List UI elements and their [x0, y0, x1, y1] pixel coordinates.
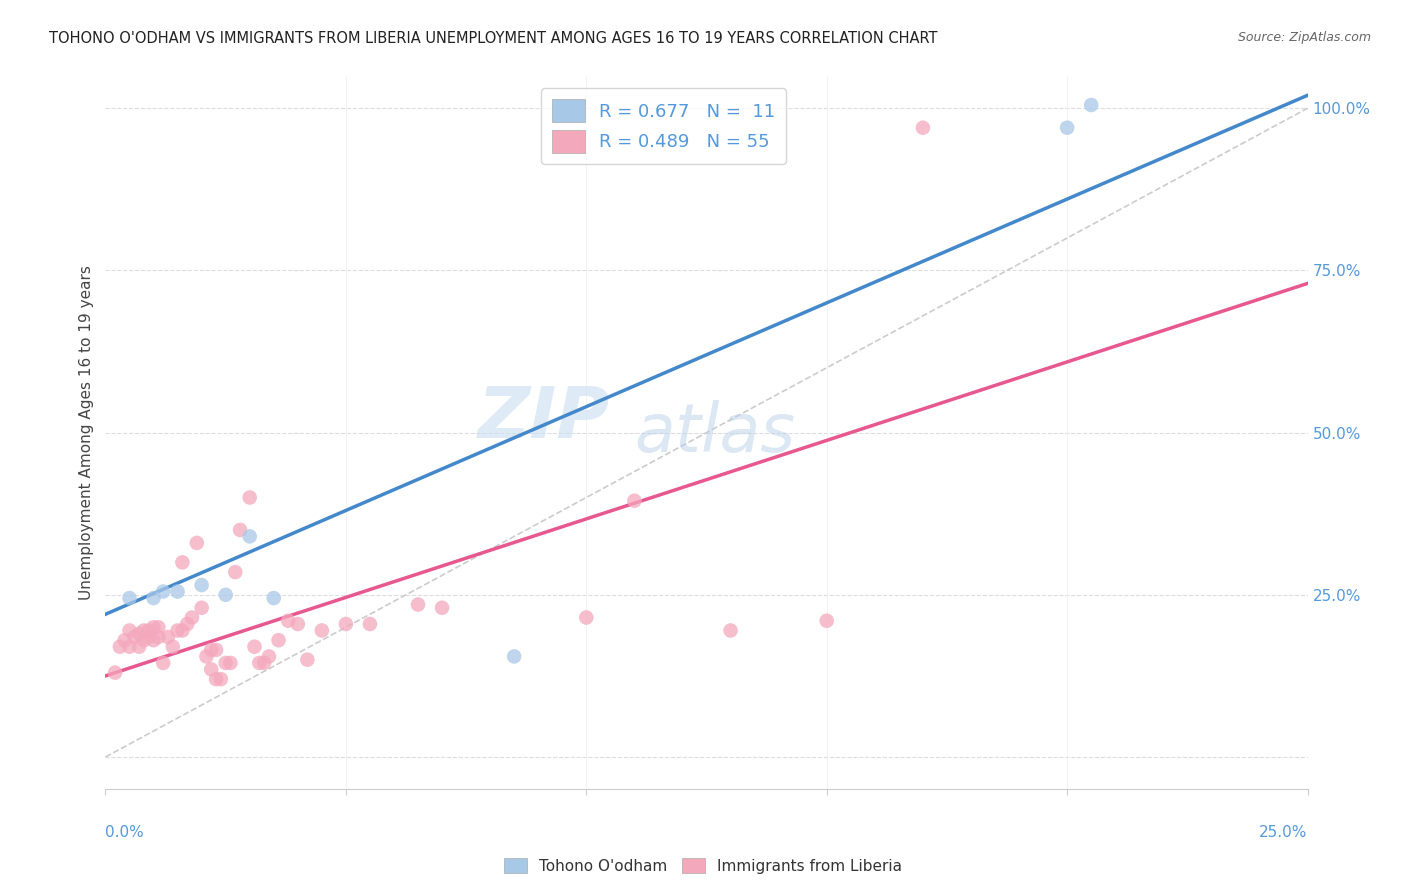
- Point: [219, 656, 242, 670]
- Point: [118, 624, 141, 638]
- Point: [277, 614, 299, 628]
- Point: [205, 643, 228, 657]
- Point: [297, 653, 319, 667]
- Point: [156, 630, 179, 644]
- Point: [815, 614, 838, 628]
- Text: TOHONO O'ODHAM VS IMMIGRANTS FROM LIBERIA UNEMPLOYMENT AMONG AGES 16 TO 19 YEARS: TOHONO O'ODHAM VS IMMIGRANTS FROM LIBERI…: [49, 31, 938, 46]
- Point: [267, 633, 290, 648]
- Legend: R = 0.677   N =  11, R = 0.489   N = 55: R = 0.677 N = 11, R = 0.489 N = 55: [541, 88, 786, 164]
- Point: [104, 665, 127, 680]
- Legend: Tohono O'odham, Immigrants from Liberia: Tohono O'odham, Immigrants from Liberia: [498, 852, 908, 880]
- Point: [190, 578, 212, 592]
- Point: [623, 493, 645, 508]
- Point: [132, 624, 155, 638]
- Point: [186, 536, 208, 550]
- Text: ZIP: ZIP: [478, 384, 610, 453]
- Point: [118, 640, 141, 654]
- Point: [263, 591, 285, 605]
- Point: [239, 491, 262, 505]
- Text: 0.0%: 0.0%: [105, 825, 145, 840]
- Point: [114, 633, 136, 648]
- Point: [118, 591, 141, 605]
- Point: [142, 591, 165, 605]
- Point: [152, 584, 174, 599]
- Point: [148, 630, 170, 644]
- Point: [239, 529, 262, 543]
- Point: [209, 672, 232, 686]
- Point: [200, 643, 222, 657]
- Text: 25.0%: 25.0%: [1260, 825, 1308, 840]
- Point: [108, 640, 131, 654]
- Point: [335, 617, 357, 632]
- Point: [406, 598, 429, 612]
- Point: [205, 672, 228, 686]
- Point: [257, 649, 280, 664]
- Point: [1056, 120, 1078, 135]
- Point: [162, 640, 184, 654]
- Point: [128, 626, 150, 640]
- Text: Source: ZipAtlas.com: Source: ZipAtlas.com: [1237, 31, 1371, 45]
- Point: [142, 620, 165, 634]
- Point: [132, 633, 155, 648]
- Point: [430, 600, 453, 615]
- Point: [575, 610, 598, 624]
- Point: [152, 656, 174, 670]
- Point: [128, 640, 150, 654]
- Point: [911, 120, 934, 135]
- Point: [224, 565, 246, 579]
- Point: [195, 649, 218, 664]
- Point: [214, 656, 236, 670]
- Point: [172, 555, 194, 569]
- Point: [166, 624, 188, 638]
- Point: [181, 610, 204, 624]
- Point: [124, 630, 146, 644]
- Point: [229, 523, 252, 537]
- Point: [148, 620, 170, 634]
- Point: [176, 617, 198, 632]
- Point: [200, 662, 222, 676]
- Point: [503, 649, 526, 664]
- Point: [359, 617, 381, 632]
- Y-axis label: Unemployment Among Ages 16 to 19 years: Unemployment Among Ages 16 to 19 years: [79, 265, 94, 600]
- Point: [190, 600, 212, 615]
- Point: [172, 624, 194, 638]
- Point: [311, 624, 333, 638]
- Point: [720, 624, 742, 638]
- Point: [253, 656, 276, 670]
- Point: [142, 633, 165, 648]
- Point: [243, 640, 266, 654]
- Point: [138, 630, 160, 644]
- Point: [166, 584, 188, 599]
- Point: [214, 588, 236, 602]
- Point: [1080, 98, 1102, 112]
- Point: [287, 617, 309, 632]
- Text: atlas: atlas: [634, 400, 796, 466]
- Point: [138, 624, 160, 638]
- Point: [247, 656, 270, 670]
